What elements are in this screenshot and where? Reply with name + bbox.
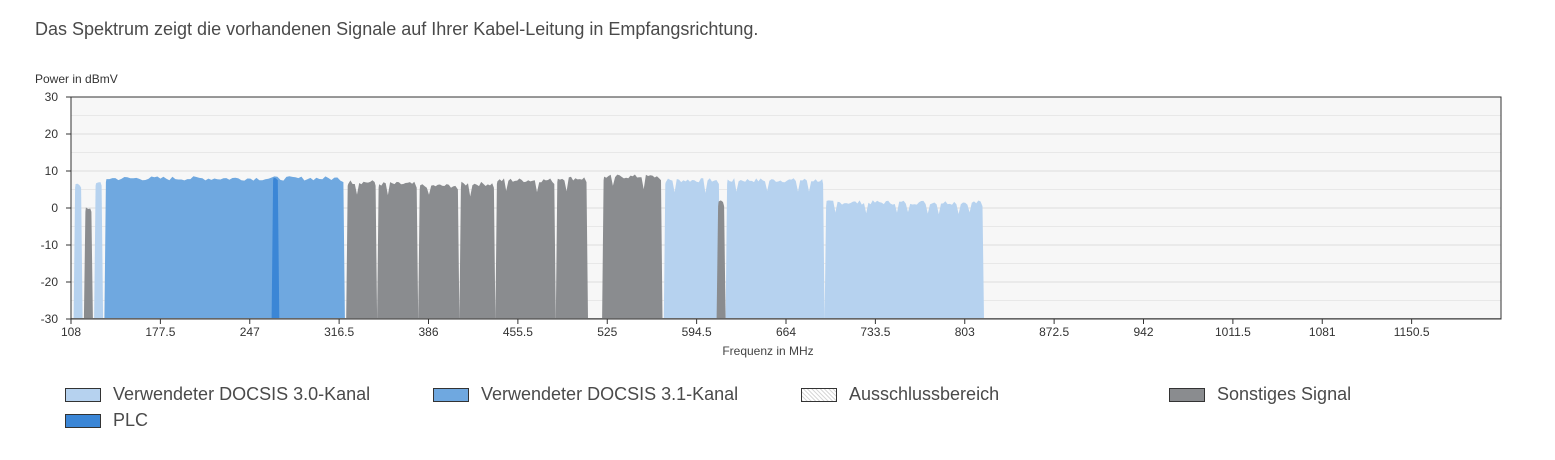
y-tick-label: -30 bbox=[41, 312, 59, 326]
y-tick-label: 10 bbox=[45, 164, 59, 178]
x-tick-label: 1081 bbox=[1309, 325, 1336, 339]
x-tick-label: 386 bbox=[418, 325, 438, 339]
x-tick-label: 247 bbox=[240, 325, 260, 339]
signal-marks bbox=[71, 174, 1501, 319]
x-tick-label: 525 bbox=[597, 325, 617, 339]
y-tick-label: -10 bbox=[41, 238, 59, 252]
x-tick-label: 177.5 bbox=[145, 325, 175, 339]
y-tick-label: 30 bbox=[45, 90, 59, 104]
signal-other-segment-7 bbox=[602, 174, 663, 319]
intro-text: Das Spektrum zeigt die vorhandenen Signa… bbox=[35, 19, 759, 39]
signal-d31-segment-0 bbox=[104, 176, 345, 319]
x-axis-label: Frequenz in MHz bbox=[722, 344, 813, 358]
x-tick-label: 1150.5 bbox=[1394, 325, 1430, 339]
x-tick-labels: 108 177.5 247 316.5 386 455.5 525 594.5 664 733.5… bbox=[61, 319, 1430, 339]
x-tick-label: 108 bbox=[61, 325, 81, 339]
x-tick-label: 942 bbox=[1133, 325, 1153, 339]
x-tick-label: 803 bbox=[955, 325, 975, 339]
signal-other-segment-3 bbox=[418, 184, 460, 319]
signal-other-segment-6 bbox=[555, 176, 588, 319]
signal-plc-segment-0 bbox=[271, 177, 280, 319]
x-tick-label: 594.5 bbox=[682, 325, 712, 339]
signal-other-segment-5 bbox=[495, 178, 556, 319]
signal-other-segment-2 bbox=[377, 181, 419, 319]
signal-d30-segment-0 bbox=[73, 183, 83, 319]
signal-other-segment-4 bbox=[459, 181, 496, 319]
x-tick-label: 664 bbox=[776, 325, 796, 339]
y-axis-label: Power in dBmV bbox=[35, 72, 118, 86]
x-tick-label: 733.5 bbox=[860, 325, 890, 339]
y-tick-labels: 30 20 10 0 -10 -20 -30 bbox=[41, 90, 71, 326]
y-tick-label: 0 bbox=[51, 201, 58, 215]
x-tick-label: 1011.5 bbox=[1215, 325, 1251, 339]
signal-other-segment-0 bbox=[83, 207, 93, 319]
x-tick-label: 316.5 bbox=[324, 325, 354, 339]
y-tick-label: 20 bbox=[45, 127, 59, 141]
signal-d30-segment-3 bbox=[725, 178, 825, 319]
signal-other-segment-1 bbox=[346, 180, 378, 319]
signal-d30-segment-2 bbox=[663, 178, 721, 319]
signal-d30-segment-1 bbox=[94, 182, 104, 319]
signal-other-segment-8 bbox=[716, 200, 726, 319]
y-tick-label: -20 bbox=[41, 275, 59, 289]
x-tick-label: 455.5 bbox=[503, 325, 533, 339]
x-tick-label: 872.5 bbox=[1039, 325, 1069, 339]
signal-d30-segment-4 bbox=[824, 200, 984, 319]
